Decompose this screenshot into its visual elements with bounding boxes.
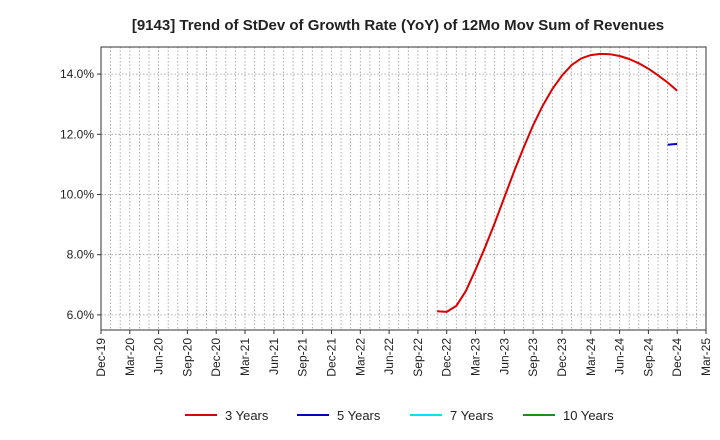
x-tick-label: Sep-23 — [526, 338, 540, 377]
x-tick-label: Mar-21 — [238, 338, 252, 376]
legend-label: 10 Years — [563, 408, 614, 423]
plot-frame — [100, 46, 707, 331]
y-tick-label: 12.0% — [60, 127, 94, 141]
x-tick-label: Sep-22 — [411, 338, 425, 377]
y-axis: 6.0% 8.0% 10.0% 12.0% 14.0% — [60, 67, 101, 322]
x-tick-label: Dec-22 — [440, 338, 454, 377]
series-layer — [437, 52, 678, 313]
x-tick-label: Dec-19 — [94, 338, 108, 377]
x-tick-label: Sep-21 — [296, 338, 310, 377]
x-tick-label: Mar-20 — [123, 338, 137, 376]
x-tick-label: Mar-24 — [584, 338, 598, 376]
x-tick-label: Mar-23 — [469, 338, 483, 376]
y-tick-label: 10.0% — [60, 188, 94, 202]
x-tick-label: Dec-23 — [555, 338, 569, 377]
chart-title: [9143] Trend of StDev of Growth Rate (Yo… — [132, 17, 664, 34]
legend-item-7-years: 7 Years — [410, 408, 494, 423]
legend-label: 5 Years — [337, 408, 381, 423]
x-tick-label: Dec-21 — [325, 338, 339, 377]
y-tick-label: 6.0% — [67, 308, 95, 322]
legend-label: 3 Years — [225, 408, 269, 423]
grid — [101, 47, 706, 330]
x-tick-label: Dec-24 — [670, 338, 684, 377]
x-tick-label: Dec-20 — [209, 338, 223, 377]
y-tick-label: 8.0% — [67, 248, 95, 262]
x-tick-label: Mar-22 — [353, 338, 367, 376]
x-tick-label: Jun-20 — [152, 338, 166, 375]
x-tick-label: Jun-24 — [613, 338, 627, 375]
legend-label: 7 Years — [450, 408, 494, 423]
x-tick-label: Sep-20 — [180, 338, 194, 377]
series-line-5-years — [667, 142, 678, 146]
x-tick-label: Mar-25 — [699, 338, 713, 376]
y-tick-label: 14.0% — [60, 67, 94, 81]
x-tick-label: Jun-21 — [267, 338, 281, 375]
legend-item-3-years: 3 Years — [185, 408, 269, 423]
legend-item-5-years: 5 Years — [297, 408, 381, 423]
x-axis: Dec-19 Mar-20 Jun-20 Sep-20 Dec-20 Mar-21 Jun-… — [94, 330, 713, 377]
legend-item-10-years: 10 Years — [523, 408, 614, 423]
x-tick-label: Sep-24 — [641, 338, 655, 377]
x-tick-label: Jun-23 — [497, 338, 511, 375]
series-line-3-years — [437, 52, 678, 313]
x-tick-label: Jun-22 — [382, 338, 396, 375]
legend: 3 Years 5 Years 7 Years 10 Years — [185, 408, 614, 423]
